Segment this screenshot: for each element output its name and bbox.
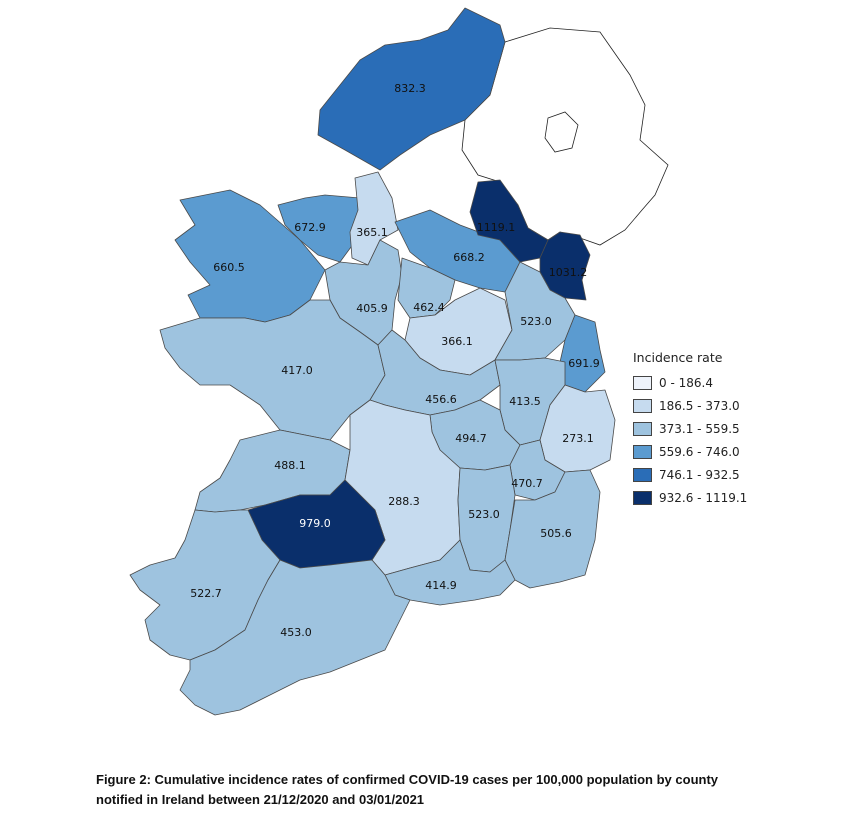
legend-item: 0 - 186.4 bbox=[633, 371, 747, 394]
legend-swatch bbox=[633, 467, 652, 482]
label-mayo: 660.5 bbox=[213, 261, 245, 274]
caption-line-1: Figure 2: Cumulative incidence rates of … bbox=[96, 772, 719, 787]
label-clare: 488.1 bbox=[274, 459, 306, 472]
county-longford bbox=[397, 257, 456, 319]
label-wexford: 505.6 bbox=[540, 527, 572, 540]
legend-item: 186.5 - 373.0 bbox=[633, 394, 747, 417]
legend-swatch bbox=[633, 444, 652, 459]
legend-label: 186.5 - 373.0 bbox=[659, 398, 740, 413]
label-wicklow: 273.1 bbox=[562, 432, 594, 445]
label-meath: 523.0 bbox=[520, 315, 552, 328]
label-limerick: 979.0 bbox=[299, 517, 331, 530]
county-wexford bbox=[504, 469, 601, 589]
legend-title: Incidence rate bbox=[633, 350, 723, 365]
label-kilkenny: 523.0 bbox=[468, 508, 500, 521]
label-tipperary: 288.3 bbox=[388, 495, 420, 508]
label-roscommon: 405.9 bbox=[356, 302, 388, 315]
legend-swatch bbox=[633, 490, 652, 505]
label-sligo: 672.9 bbox=[294, 221, 326, 234]
map-legend: Incidence rate 0 - 186.4 186.5 - 373.0 373… bbox=[633, 350, 747, 509]
legend-label: 746.1 - 932.5 bbox=[659, 467, 740, 482]
county-cork bbox=[179, 559, 411, 716]
label-kerry: 522.7 bbox=[190, 587, 222, 600]
caption-line-2: notified in Ireland between 21/12/2020 a… bbox=[96, 792, 425, 807]
legend-swatch bbox=[633, 398, 652, 413]
legend-item: 373.1 - 559.5 bbox=[633, 417, 747, 440]
label-cork: 453.0 bbox=[280, 626, 312, 639]
legend-item: 559.6 - 746.0 bbox=[633, 440, 747, 463]
legend-label: 559.6 - 746.0 bbox=[659, 444, 740, 459]
legend-rows: 0 - 186.4 186.5 - 373.0 373.1 - 559.5 559.6… bbox=[633, 371, 747, 509]
label-offaly: 456.6 bbox=[425, 393, 457, 406]
legend-item: 932.6 - 1119.1 bbox=[633, 486, 747, 509]
label-monaghan: 1119.1 bbox=[477, 221, 516, 234]
ireland-map: 832.3 672.9 365.1 660.5 1119.1 668.2 103… bbox=[129, 7, 669, 716]
label-carlow: 470.7 bbox=[511, 477, 543, 490]
label-leitrim: 365.1 bbox=[356, 226, 388, 239]
legend-label: 932.6 - 1119.1 bbox=[659, 490, 748, 505]
lough-neagh-outline bbox=[544, 111, 579, 153]
label-kildare: 413.5 bbox=[509, 395, 541, 408]
label-dublin: 691.9 bbox=[568, 357, 600, 370]
county-louth bbox=[539, 231, 591, 301]
label-laois: 494.7 bbox=[455, 432, 487, 445]
legend-swatch bbox=[633, 421, 652, 436]
label-donegal: 832.3 bbox=[394, 82, 426, 95]
label-westmeath: 366.1 bbox=[441, 335, 473, 348]
label-louth: 1031.2 bbox=[549, 266, 588, 279]
label-cavan: 668.2 bbox=[453, 251, 485, 264]
figure-caption: Figure 2: Cumulative incidence rates of … bbox=[96, 770, 816, 810]
county-donegal bbox=[317, 7, 506, 171]
label-longford: 462.4 bbox=[413, 301, 445, 314]
label-waterford: 414.9 bbox=[425, 579, 457, 592]
legend-swatch bbox=[633, 375, 652, 390]
legend-label: 373.1 - 559.5 bbox=[659, 421, 740, 436]
legend-label: 0 - 186.4 bbox=[659, 375, 713, 390]
county-waterford bbox=[384, 539, 516, 606]
legend-item: 746.1 - 932.5 bbox=[633, 463, 747, 486]
label-galway: 417.0 bbox=[281, 364, 313, 377]
